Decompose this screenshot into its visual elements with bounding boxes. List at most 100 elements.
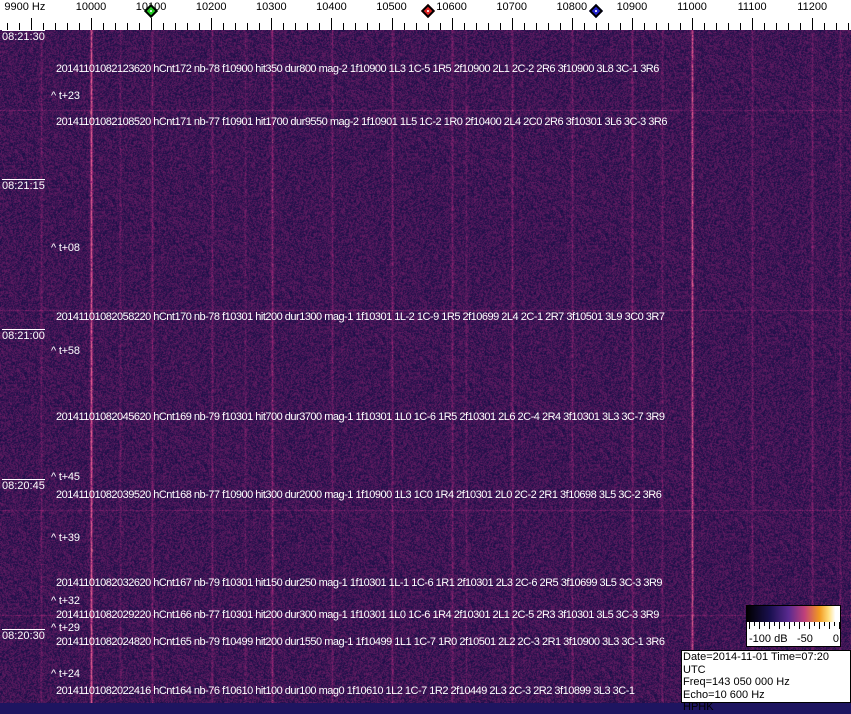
time-label: 08:21:00	[2, 329, 45, 342]
freq-tick	[740, 23, 742, 30]
detection-line: 20141101082029220 hCnt166 nb-77 f10301 h…	[56, 609, 659, 621]
freq-tick	[499, 23, 501, 30]
freq-tick	[211, 18, 213, 30]
freq-tick	[764, 23, 766, 30]
blue-marker-icon[interactable]	[588, 3, 603, 19]
freq-tick	[18, 23, 20, 30]
freq-tick	[511, 18, 513, 30]
freq-tick	[42, 23, 44, 30]
interval-label: ^ t+39	[51, 532, 80, 544]
freq-tick	[91, 18, 92, 30]
freq-tick	[319, 23, 321, 30]
date-time-text: Date=2014-11-01 Time=07:20 UTC	[683, 651, 829, 676]
freq-tick	[30, 18, 32, 30]
colorbar-tick	[824, 622, 825, 626]
freq-tick	[151, 18, 153, 30]
freq-tick	[812, 18, 814, 30]
freq-tick	[679, 23, 681, 30]
freq-tick	[259, 23, 261, 30]
colorbar-tick	[794, 622, 795, 626]
detection-line: 20141101082039520 hCnt168 nb-77 f10900 h…	[56, 489, 662, 501]
colorbar-tick	[784, 622, 785, 626]
freq-tick	[487, 23, 489, 30]
colorbar-tick	[789, 622, 790, 629]
freq-tick-label: 10300	[256, 1, 287, 13]
interval-label: ^ t+24	[51, 668, 80, 680]
freq-tick	[595, 23, 597, 30]
freq-tick	[559, 23, 561, 30]
freq-tick	[547, 23, 549, 30]
freq-tick	[619, 23, 621, 30]
freq-tick	[631, 18, 633, 30]
freq-tick	[571, 18, 573, 30]
echo-text: Echo=10 600 Hz	[683, 688, 765, 701]
time-label: 08:20:30	[2, 629, 45, 642]
freq-tick	[800, 23, 802, 30]
colorbar-tick	[839, 622, 840, 629]
colorbar-tick	[804, 622, 805, 626]
freq-tick	[523, 23, 525, 30]
freq-tick-label: 10200	[195, 1, 227, 13]
red-marker-icon[interactable]	[420, 3, 435, 19]
freq-tick	[271, 18, 273, 30]
freq-tick	[355, 23, 357, 30]
colorbar-tick	[819, 622, 820, 629]
freq-tick-label: 10500	[376, 1, 407, 13]
freq-tick	[415, 23, 417, 30]
time-label: 08:20:45	[2, 479, 45, 492]
freq-tick	[379, 23, 381, 30]
freq-tick-label: 10900	[616, 1, 648, 13]
freq-tick	[776, 23, 778, 30]
freq-tick-label: 11200	[797, 1, 828, 13]
freq-tick	[331, 18, 333, 30]
freq-tick	[463, 23, 465, 30]
colorbar-tick	[749, 622, 750, 629]
colorbar-tick	[769, 622, 770, 629]
freq-tick	[439, 23, 441, 30]
colorbar-label-min: -100 dB	[749, 633, 788, 645]
freq-tick	[295, 23, 297, 30]
color-gradient	[747, 606, 840, 622]
freq-tick	[103, 23, 105, 30]
freq-tick	[235, 23, 237, 30]
freq-tick-label: 10400	[316, 1, 347, 13]
freq-tick	[6, 23, 8, 30]
freq-tick	[752, 18, 754, 30]
freq-tick	[692, 18, 693, 30]
freq-tick	[78, 23, 80, 30]
freq-tick	[283, 23, 285, 30]
freq-tick	[704, 23, 706, 30]
freq-tick	[187, 23, 189, 30]
freq-tick-label: 9900 Hz	[4, 1, 46, 13]
freq-tick-label: 11000	[677, 1, 707, 13]
time-label: 08:21:30	[2, 30, 45, 43]
freq-tick	[667, 23, 669, 30]
freq-tick	[824, 23, 826, 30]
spectrogram-waterfall	[0, 30, 851, 703]
detection-line: 20141101082032620 hCnt167 nb-79 f10301 h…	[56, 577, 663, 589]
freq-tick	[403, 23, 405, 30]
detection-line: 20141101082022416 hCnt164 nb-76 f10610 h…	[56, 685, 635, 697]
interval-label: ^ t+29	[51, 622, 80, 634]
freq-tick-label: 10000	[75, 1, 107, 13]
freq-tick	[223, 23, 225, 30]
interval-label: ^ t+32	[51, 595, 80, 607]
freq-tick	[307, 23, 309, 30]
interval-label: ^ t+45	[51, 471, 80, 483]
detection-line: 20141101082045620 hCnt169 nb-79 f10301 h…	[56, 411, 665, 423]
colorbar-tick	[774, 622, 775, 626]
detection-line: 20141101082024820 hCnt165 nb-79 f10499 h…	[56, 636, 665, 648]
freq-tick-label: 10600	[436, 1, 467, 13]
freq-tick	[54, 23, 56, 30]
freq-tick	[716, 23, 718, 30]
detection-line: 20141101082058220 hCnt170 nb-78 f10301 h…	[56, 311, 665, 323]
freq-tick	[199, 23, 201, 30]
frequency-axis[interactable]: 9900 Hz100001010010200103001040010500106…	[0, 0, 851, 30]
colorbar-tick	[799, 622, 800, 629]
freq-tick	[367, 23, 369, 30]
colorbar-label-max: 0	[832, 633, 839, 645]
colorbar-tick	[764, 622, 765, 626]
detection-line: 20141101082123620 hCnt172 nb-78 f10900 h…	[56, 63, 659, 75]
colorbar-tick	[779, 622, 780, 629]
colorbar-tick	[814, 622, 815, 626]
